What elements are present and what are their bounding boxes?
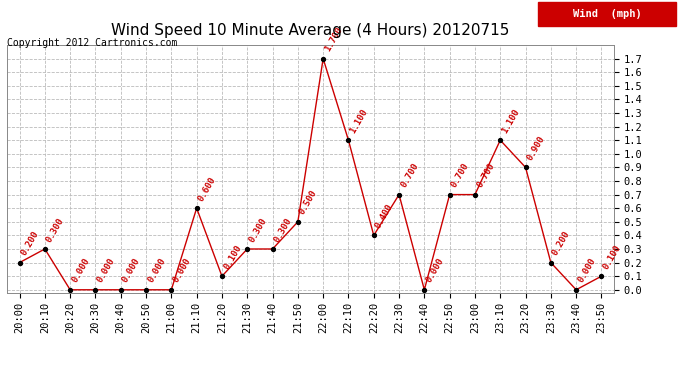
Text: 0.300: 0.300 bbox=[273, 216, 294, 243]
Point bbox=[90, 287, 101, 293]
Text: 0.000: 0.000 bbox=[70, 256, 91, 284]
Text: 0.000: 0.000 bbox=[171, 256, 193, 284]
Point bbox=[469, 192, 480, 198]
Point bbox=[343, 137, 354, 143]
Text: 1.100: 1.100 bbox=[348, 107, 370, 135]
Text: 0.900: 0.900 bbox=[526, 134, 546, 162]
Text: 0.000: 0.000 bbox=[146, 256, 167, 284]
Point bbox=[293, 219, 304, 225]
Text: 0.000: 0.000 bbox=[424, 256, 446, 284]
Text: 0.100: 0.100 bbox=[222, 243, 243, 271]
Text: 0.100: 0.100 bbox=[602, 243, 622, 271]
Point bbox=[545, 260, 556, 266]
Point bbox=[191, 205, 202, 211]
Point bbox=[141, 287, 152, 293]
Text: 0.300: 0.300 bbox=[247, 216, 268, 243]
Point bbox=[166, 287, 177, 293]
Text: 1.100: 1.100 bbox=[500, 107, 522, 135]
Point bbox=[419, 287, 430, 293]
Text: 0.400: 0.400 bbox=[374, 202, 395, 230]
Point bbox=[317, 56, 328, 62]
Text: 1.700: 1.700 bbox=[323, 26, 344, 53]
Point bbox=[495, 137, 506, 143]
Point bbox=[571, 287, 582, 293]
Text: 0.000: 0.000 bbox=[121, 256, 142, 284]
Text: 0.000: 0.000 bbox=[95, 256, 117, 284]
Point bbox=[14, 260, 25, 266]
Point bbox=[39, 246, 50, 252]
Point bbox=[520, 164, 531, 170]
Point bbox=[393, 192, 404, 198]
Text: Wind  (mph): Wind (mph) bbox=[573, 9, 642, 19]
Text: Wind Speed 10 Minute Average (4 Hours) 20120715: Wind Speed 10 Minute Average (4 Hours) 2… bbox=[111, 22, 510, 38]
Text: 0.200: 0.200 bbox=[551, 230, 572, 257]
Text: 0.200: 0.200 bbox=[19, 230, 41, 257]
Text: 0.500: 0.500 bbox=[298, 189, 319, 216]
Point bbox=[444, 192, 455, 198]
Point bbox=[596, 273, 607, 279]
Point bbox=[65, 287, 76, 293]
Point bbox=[267, 246, 278, 252]
Point bbox=[217, 273, 228, 279]
Text: 0.600: 0.600 bbox=[197, 175, 218, 203]
Text: 0.300: 0.300 bbox=[45, 216, 66, 243]
Text: 0.700: 0.700 bbox=[475, 161, 496, 189]
Text: 0.700: 0.700 bbox=[399, 161, 420, 189]
Text: Copyright 2012 Cartronics.com: Copyright 2012 Cartronics.com bbox=[7, 38, 177, 48]
Point bbox=[368, 232, 380, 238]
Point bbox=[241, 246, 253, 252]
Point bbox=[115, 287, 126, 293]
Text: 0.700: 0.700 bbox=[450, 161, 471, 189]
Text: 0.000: 0.000 bbox=[576, 256, 598, 284]
